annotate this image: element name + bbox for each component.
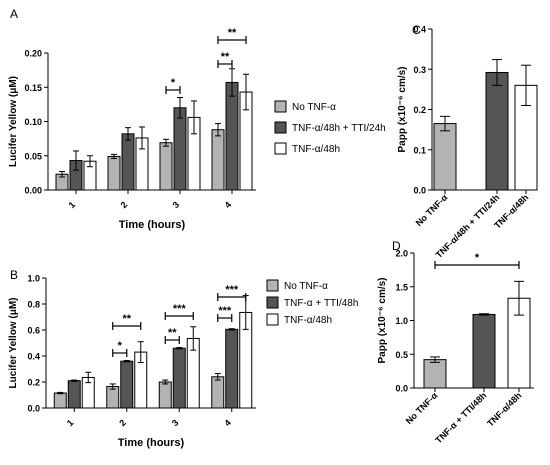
x-tick-label: TNF-α/48h <box>485 390 523 428</box>
significance-bracket-label: ** <box>122 313 131 325</box>
bar <box>106 386 120 409</box>
significance-bracket-label: ** <box>228 27 237 39</box>
significance-bracket-label: * <box>118 340 123 352</box>
x-tick-label: No TNF-α <box>414 192 450 228</box>
legend-swatch <box>274 121 287 134</box>
panel-letter: D <box>392 239 401 253</box>
legend-label: TNF-α/48h <box>292 144 340 155</box>
x-tick-label: 4 <box>222 418 233 429</box>
bar <box>225 81 239 191</box>
significance-bracket-label: * <box>475 252 480 264</box>
significance-bracket-label: *** <box>173 303 187 315</box>
y-tick-label: 0.3 <box>413 65 426 75</box>
x-tick-label: 1 <box>67 200 78 211</box>
bar <box>107 155 121 191</box>
bar <box>173 107 187 191</box>
bar <box>472 313 496 389</box>
bar <box>120 360 134 409</box>
bar <box>121 133 135 191</box>
bar <box>433 123 457 191</box>
y-axis-label: Papp (x10⁻⁶ cm/s) <box>377 277 388 363</box>
legend-swatch <box>266 296 279 309</box>
y-tick-label: 0.00 <box>24 186 42 196</box>
y-tick-label: 0.0 <box>413 186 426 196</box>
bar <box>423 359 447 389</box>
bar <box>172 347 186 409</box>
y-tick-label: 0.2 <box>27 378 40 388</box>
x-tick-label: No TNF-α <box>404 390 440 426</box>
legend-label: No TNF-α <box>292 102 336 113</box>
bar <box>158 381 172 409</box>
y-tick-label: 0.15 <box>24 83 42 93</box>
x-tick-label: 2 <box>119 200 130 211</box>
bar <box>53 392 67 409</box>
significance-bracket-label: ** <box>168 327 177 339</box>
legend-label: TNF-α + TTI/48h <box>284 298 358 309</box>
legend-label: No TNF-α <box>284 281 328 292</box>
legend-swatch <box>274 100 287 113</box>
y-tick-label: 0.20 <box>24 49 42 59</box>
panel-letter: C <box>412 23 421 37</box>
x-tick-label: 4 <box>223 200 234 211</box>
significance-bracket-label: *** <box>218 305 232 317</box>
y-tick-label: 1.5 <box>395 282 408 292</box>
significance-bracket-label: * <box>171 77 176 89</box>
y-tick-label: 0.0 <box>395 384 408 394</box>
y-tick-label: 0.2 <box>413 105 426 115</box>
legend-label: TNF-α/48h <box>284 315 332 326</box>
y-tick-label: 0.4 <box>27 352 40 362</box>
y-tick-label: 2.0 <box>395 249 408 259</box>
y-axis-label: Papp (x10⁻⁶ cm/s) <box>397 66 408 152</box>
y-tick-label: 1.0 <box>27 274 40 284</box>
legend-swatch <box>266 313 279 326</box>
bar <box>485 71 509 191</box>
legend-swatch <box>274 142 287 155</box>
x-tick-label: 2 <box>117 418 128 429</box>
legend-label: TNF-α/48h + TTI/24h <box>292 123 386 134</box>
y-tick-label: 0.1 <box>413 145 426 155</box>
y-axis-label: Lucifer Yellow (μM) <box>8 76 19 167</box>
panel-letter: A <box>10 7 18 21</box>
y-tick-label: 1.0 <box>395 316 408 326</box>
bar <box>67 380 81 409</box>
significance-bracket-label: ** <box>221 51 230 63</box>
x-axis-label: Time (hours) <box>119 219 186 231</box>
x-tick-label: TNF-α + TTI/48h <box>433 390 488 445</box>
y-tick-label: 0.5 <box>395 350 408 360</box>
x-tick-label: 3 <box>171 200 182 211</box>
significance-bracket-label: *** <box>225 284 239 296</box>
y-tick-label: 0.05 <box>24 151 42 161</box>
y-tick-label: 0.10 <box>24 117 42 127</box>
x-axis-label: Time (hours) <box>118 437 185 449</box>
y-axis-label: Lucifer Yellow (μM) <box>8 298 19 389</box>
y-tick-label: 0.6 <box>27 326 40 336</box>
x-tick-label: 3 <box>170 418 181 429</box>
y-tick-label: 0.0 <box>27 404 40 414</box>
y-tick-label: 0.8 <box>27 300 40 310</box>
bar <box>225 328 239 409</box>
panel-letter: B <box>10 268 18 282</box>
bar <box>211 376 225 409</box>
legend-swatch <box>266 279 279 292</box>
bar <box>159 142 173 191</box>
y-tick-label: 0.4 <box>413 25 426 35</box>
x-tick-label: 1 <box>65 418 76 429</box>
bar <box>211 129 225 191</box>
